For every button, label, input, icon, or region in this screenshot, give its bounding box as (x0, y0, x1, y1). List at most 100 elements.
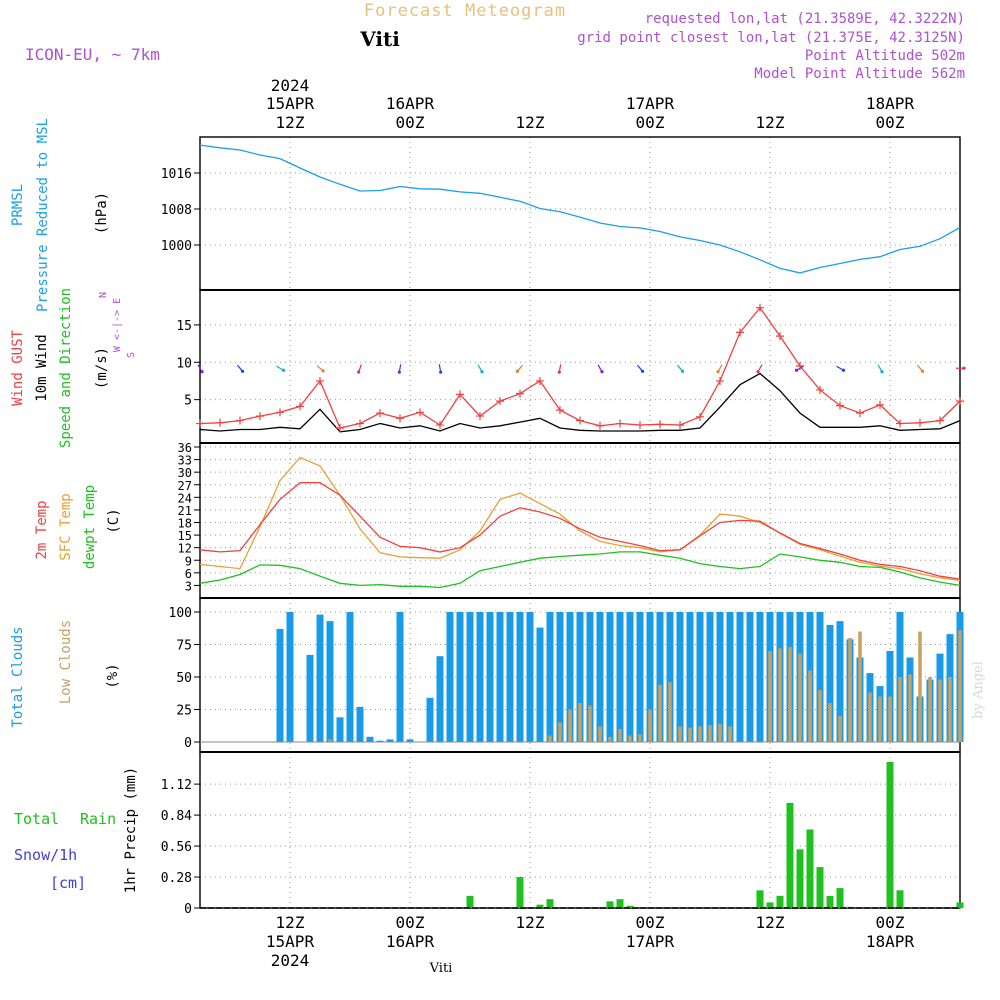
low-clouds-bar-73 (928, 677, 932, 742)
total-clouds-bar-51 (706, 612, 714, 742)
rain-bar-7 (756, 890, 764, 908)
wind-arrowhead-2 (281, 368, 286, 372)
wind-arrowhead-18 (920, 369, 925, 373)
low-clouds-bar-38 (578, 703, 582, 742)
gust-marker-13 (456, 390, 464, 399)
rain-bar-3 (546, 899, 554, 908)
total-clouds-bar-56 (756, 612, 764, 742)
gust-marker-24 (676, 421, 684, 430)
low-clouds-bar-48 (678, 726, 682, 742)
wind-arrowhead-3 (321, 369, 325, 373)
rain-bar-19 (956, 902, 964, 908)
total-clouds-bar-31 (506, 612, 514, 742)
bottom-tick-date-1: 16APR (386, 932, 435, 951)
low-clouds-bar-64 (838, 716, 842, 742)
low-clouds-bar-62 (818, 690, 822, 742)
compass-s: S (126, 352, 137, 358)
top-tick-date-1: 16APR (386, 94, 435, 113)
total-clouds-bar-16 (356, 706, 364, 742)
ytick-label-temperature-4: 15 (178, 529, 192, 543)
wind-arrowhead-6 (439, 370, 443, 374)
gust-marker-10 (396, 414, 404, 423)
low-clouds-bar-69 (888, 696, 892, 742)
low-clouds-bar-40 (598, 726, 602, 742)
low-clouds-bar-71 (908, 674, 912, 742)
ytick-label-precipitation-2: 0.56 (161, 840, 192, 855)
total-clouds-bar-47 (666, 612, 674, 742)
ytick-label-clouds-3: 75 (176, 639, 192, 654)
gust-marker-29 (776, 332, 784, 341)
total-clouds-bar-38 (576, 612, 584, 742)
wind-arrowhead-17 (880, 370, 884, 374)
rain-bar-15 (836, 888, 844, 908)
wind-arrowhead-15 (794, 368, 799, 372)
ytick-label-temperature-10: 33 (178, 454, 192, 468)
low-clouds-bar-50 (698, 726, 702, 742)
pressure-unit: (hPa) (94, 192, 110, 234)
top-tick-date-0: 15APR (266, 94, 315, 113)
wind-arrowhead-14 (756, 370, 760, 374)
footer-location: Viti (429, 961, 453, 976)
bottom-tick-hour-4: 12Z (756, 913, 785, 932)
pressure-label-1: PRMSL (10, 184, 26, 226)
total-clouds-bar-26 (456, 612, 464, 742)
total-clouds-bar-48 (676, 612, 684, 742)
panel-pressure: 1000 1008 1016 (161, 136, 961, 291)
total-clouds-bar-15 (346, 612, 354, 742)
ytick-label-clouds-4: 100 (169, 606, 192, 621)
total-clouds-bar-63 (826, 625, 834, 742)
low-clouds-bar-36 (558, 722, 562, 742)
gust-marker-33 (856, 409, 864, 418)
wind-arrowhead-5 (397, 370, 401, 374)
gust-marker-32 (836, 401, 844, 410)
bottom-tick-hour-1: 00Z (396, 913, 425, 932)
total-clouds-bar-55 (746, 612, 754, 742)
low-clouds-bar-53 (728, 726, 732, 742)
temp-unit: (C) (106, 508, 122, 533)
rain-bar-17 (886, 762, 894, 908)
total-clouds-bar-36 (556, 612, 564, 742)
low-clouds-bar-44 (638, 734, 642, 742)
rain-bar-12 (806, 829, 814, 908)
rain-bar-18 (896, 890, 904, 908)
gust-marker-18 (556, 406, 564, 415)
wind-direction-label: Speed and Direction (58, 288, 74, 448)
rain-bar-6 (626, 905, 634, 908)
dewpt-line (199, 551, 961, 589)
gust-marker-5 (296, 402, 304, 411)
total-clouds-bar-8 (276, 628, 284, 742)
total-clouds-bar-19 (386, 739, 394, 742)
low-clouds-bar-70 (898, 677, 902, 742)
gust-marker-36 (916, 418, 924, 427)
frame-temperature (199, 442, 961, 599)
total-clouds-bar-18 (376, 740, 384, 742)
rain-bar-8 (766, 902, 774, 908)
gust-marker-23 (656, 420, 664, 429)
dewpt-temp-label: dewpt Temp (82, 485, 98, 569)
rain-bar-2 (536, 904, 544, 908)
ytick-label-temperature-5: 18 (178, 517, 192, 531)
ytick-label-temperature-7: 24 (178, 491, 192, 505)
total-clouds-bar-29 (486, 612, 494, 742)
gust-marker-35 (896, 419, 904, 428)
top-tick-hour-4: 12Z (756, 113, 785, 132)
rain-bar-11 (796, 849, 804, 908)
low-clouds-bar-45 (648, 709, 652, 742)
model-altitude: Model Point Altitude 562m (754, 66, 965, 82)
pressure-line (199, 144, 961, 274)
total-clouds-bar-13 (326, 621, 334, 742)
grid-point-coords: grid point closest lon,lat (21.375E, 42.… (577, 30, 965, 46)
sfc-temp-label: SFC Temp (58, 493, 74, 560)
gust-marker-8 (356, 419, 364, 428)
gust-marker-21 (616, 419, 624, 428)
wind-arrowhead-4 (357, 370, 361, 374)
low-clouds-bar-59 (788, 647, 792, 742)
low-clouds-bar-46 (658, 684, 662, 742)
low-clouds-bar-60 (798, 653, 802, 742)
wind-gust-label: Wind GUST (10, 330, 26, 406)
ytick-label-precipitation-4: 1.12 (161, 778, 192, 793)
